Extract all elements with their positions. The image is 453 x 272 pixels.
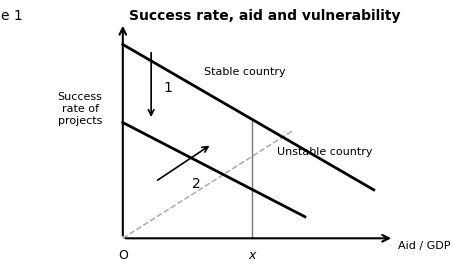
Text: Success
rate of
projects: Success rate of projects <box>58 92 102 126</box>
Text: 2: 2 <box>192 177 200 191</box>
Text: O: O <box>118 249 128 262</box>
Text: 1: 1 <box>163 81 172 95</box>
Text: Stable country: Stable country <box>204 67 285 77</box>
Text: x: x <box>249 249 256 262</box>
Text: Aid / GDP: Aid / GDP <box>398 241 451 251</box>
Text: Success rate, aid and vulnerability: Success rate, aid and vulnerability <box>129 10 400 23</box>
Text: e 1: e 1 <box>1 10 23 23</box>
Text: Unstable country: Unstable country <box>277 147 372 157</box>
